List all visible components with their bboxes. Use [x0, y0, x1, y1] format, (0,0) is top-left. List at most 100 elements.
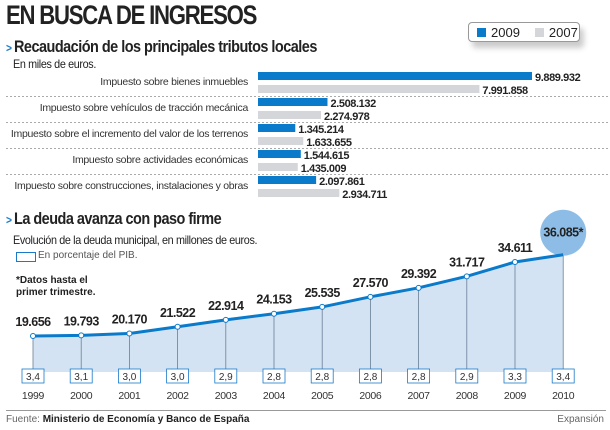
value-label: 22.914 — [208, 299, 244, 313]
value-label: 19.656 — [15, 315, 51, 329]
debt-line — [32, 253, 564, 338]
bar-2007 — [258, 163, 298, 171]
bar-chart-title-text: Recaudación de los principales tributos … — [14, 37, 317, 56]
pib-box — [551, 368, 575, 384]
x-tick-label: 2009 — [504, 390, 527, 402]
bar-value-label: 1.435.009 — [301, 163, 347, 175]
bar-2009 — [258, 124, 296, 132]
pib-value: 2,8 — [363, 372, 377, 383]
data-point — [463, 273, 470, 280]
x-tick-label: 2008 — [456, 390, 479, 402]
x-tick-label: 2001 — [118, 390, 141, 402]
pib-box — [214, 368, 238, 384]
pib-box — [407, 368, 431, 384]
x-tick-label: 2006 — [359, 390, 382, 402]
data-point — [512, 259, 518, 265]
bar-category-label: Impuesto sobre actividades económicas — [72, 154, 248, 166]
pib-box — [262, 368, 286, 384]
x-tick-label: 2002 — [167, 390, 190, 402]
value-label: 21.522 — [160, 306, 196, 320]
legend-label-2009: 2009 — [491, 24, 520, 40]
pib-box — [310, 368, 334, 384]
bar-2007 — [258, 189, 340, 197]
pib-legend-box — [16, 252, 36, 262]
data-point — [415, 284, 422, 291]
bar-chart-subtitle: En miles de euros. — [13, 57, 96, 71]
value-label: 24.153 — [256, 293, 292, 307]
data-point — [174, 323, 181, 330]
pib-box — [21, 368, 45, 384]
pib-box — [166, 368, 190, 384]
bar-2007 — [258, 111, 322, 119]
pib-value: 2,8 — [267, 372, 281, 383]
value-label: 36.085* — [543, 226, 583, 240]
value-label: 29.392 — [401, 267, 437, 281]
pib-value: 3,0 — [122, 372, 136, 383]
area-chart-subtitle: Evolución de la deuda municipal, en mill… — [13, 233, 258, 247]
pib-box — [455, 368, 479, 384]
data-point — [126, 330, 133, 337]
area-chart-title: > La deuda avanza con paso firme — [6, 209, 222, 229]
bar-value-label: 1.633.655 — [306, 137, 352, 149]
bar-2007 — [258, 137, 304, 145]
bar-2009 — [258, 98, 328, 106]
footnote-line-1: *Datos hasta el — [16, 275, 88, 286]
pib-value: 2,9 — [460, 372, 474, 383]
value-label: 31.717 — [449, 255, 485, 269]
pib-value: 3,4 — [556, 372, 570, 383]
bar-value-label: 2.508.132 — [330, 98, 376, 110]
highlight-circle — [540, 209, 587, 256]
x-tick-label: 1999 — [22, 390, 45, 402]
x-tick-label: 2007 — [408, 390, 431, 402]
data-point — [78, 332, 85, 339]
footnote-line-2: primer trimestre. — [16, 287, 96, 298]
source: Fuente: Ministerio de Economía y Banco d… — [6, 414, 249, 425]
pib-value: 2,8 — [412, 372, 426, 383]
value-label: 34.611 — [498, 241, 533, 255]
x-tick-label: 2005 — [311, 390, 334, 402]
pib-value: 3,3 — [508, 372, 522, 383]
bar-value-label: 2.097.861 — [319, 176, 365, 188]
main-title: EN BUSCA DE INGRESOS — [6, 0, 257, 30]
bar-category-label: Impuesto sobre bienes inmuebles — [100, 76, 248, 88]
pib-value: 3,4 — [26, 372, 40, 383]
legend: 2009 2007 — [468, 22, 580, 42]
data-point — [367, 293, 374, 300]
legend-label-2007: 2007 — [548, 24, 578, 40]
pib-box — [118, 368, 141, 384]
value-label: 27.570 — [353, 276, 389, 290]
source-label: Fuente: — [6, 414, 40, 425]
chevron-right-icon: > — [6, 41, 12, 55]
bar-2009 — [258, 150, 301, 158]
value-label: 25.535 — [305, 286, 341, 300]
value-label: 20.170 — [112, 312, 148, 326]
bar-category-label: Impuesto sobre el incremento del valor d… — [11, 128, 248, 140]
bar-value-label: 1.544.615 — [304, 150, 350, 162]
x-tick-label: 2000 — [70, 390, 93, 402]
footnote: *Datos hasta el primer trimestre. — [16, 275, 95, 299]
legend-swatch-2009 — [477, 27, 486, 37]
bar-category-label: Impuesto sobre construcciones, instalaci… — [14, 180, 248, 192]
x-tick-label: 2003 — [215, 390, 238, 402]
x-tick-label: 2010 — [552, 390, 575, 402]
x-tick-label: 2004 — [263, 390, 286, 402]
pib-value: 3,0 — [171, 372, 185, 383]
bar-2007 — [258, 85, 480, 93]
source-text: Ministerio de Economía y Banco de España — [42, 414, 250, 425]
bar-2009 — [258, 72, 532, 80]
pib-value: 3,1 — [74, 372, 88, 383]
chevron-right-icon: > — [6, 213, 12, 227]
pib-box — [503, 368, 527, 384]
footer-divider — [6, 410, 606, 411]
bar-value-label: 2.934.711 — [342, 189, 387, 201]
data-point — [30, 333, 36, 339]
bar-value-label: 2.274.978 — [324, 111, 370, 123]
area-chart-title-text: La deuda avanza con paso firme — [14, 209, 222, 228]
bar-2009 — [258, 176, 317, 184]
pib-box — [358, 368, 382, 384]
bar-value-label: 1.345.214 — [298, 124, 345, 136]
pib-value: 2,9 — [219, 372, 233, 383]
value-label: 19.793 — [64, 314, 100, 328]
bar-value-label: 7.991.858 — [482, 85, 528, 97]
